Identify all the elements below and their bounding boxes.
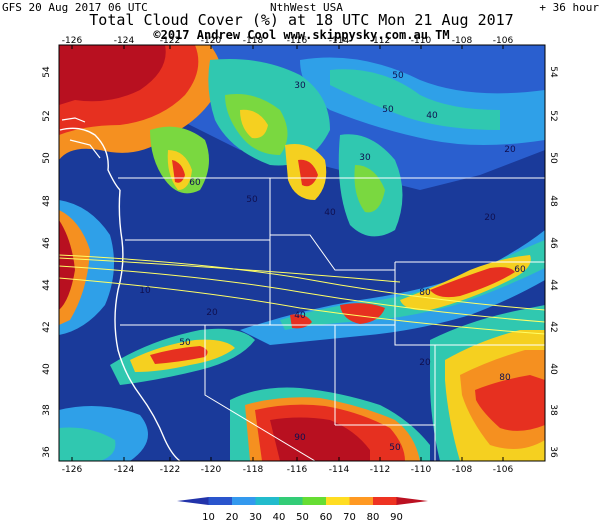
contour-label: 20 — [504, 145, 516, 155]
colorbar-swatch — [232, 497, 256, 505]
lon-tick-label-top: -122 — [160, 36, 180, 46]
lon-tick-label-bottom: -114 — [329, 465, 350, 475]
contour-label: 10 — [139, 286, 151, 296]
lead-time-label: + 36 hour — [539, 1, 599, 14]
colorbar-swatch — [349, 497, 374, 505]
credit-line: ©2017 Andrew Cool www.skippysky.com.au T… — [153, 28, 450, 42]
lat-tick-label-right: 40 — [548, 363, 558, 375]
lat-tick-label-left: 52 — [42, 110, 52, 121]
contour-label: 60 — [514, 265, 526, 275]
lat-tick-label-left: 40 — [42, 363, 52, 375]
chart-title: Total Cloud Cover (%) at 18 UTC Mon 21 A… — [89, 11, 514, 29]
lat-tick-label-right: 52 — [548, 110, 558, 121]
lat-tick-label-left: 48 — [42, 195, 52, 207]
state-borders — [118, 177, 545, 461]
contour-label: 50 — [389, 443, 401, 453]
contour-label: 20 — [206, 308, 218, 318]
lon-tick-label-bottom: -120 — [201, 465, 222, 475]
lon-tick-label-bottom: -108 — [452, 465, 473, 475]
colorbar-swatch — [373, 497, 397, 505]
lat-tick-label-left: 46 — [42, 237, 52, 249]
lat-tick-label-right: 38 — [548, 404, 558, 416]
lon-tick-label-top: -114 — [329, 36, 350, 46]
colorbar-label: 70 — [343, 512, 356, 523]
colorbar-swatch — [177, 497, 209, 505]
lat-tick-label-left: 44 — [42, 279, 52, 291]
lon-tick-label-bottom: -118 — [243, 465, 264, 475]
eclipse-path-lines — [59, 254, 545, 335]
region-label: NthWest USA — [270, 1, 343, 14]
lon-tick-label-top: -116 — [287, 36, 308, 46]
lat-tick-label-left: 38 — [42, 404, 52, 416]
lon-tick-label-bottom: -122 — [160, 465, 180, 475]
color-bar: 10 20 30 40 50 60 70 80 90 — [177, 497, 428, 523]
lat-tick-label-right: 36 — [548, 446, 558, 458]
contour-label: 20 — [419, 358, 431, 368]
contour-label: 50 — [179, 338, 191, 348]
lat-tick-label-right: 50 — [548, 152, 558, 164]
lat-tick-label-left: 42 — [42, 321, 52, 332]
contour-label: 40 — [294, 311, 306, 321]
contour-label: 40 — [426, 111, 438, 121]
lat-tick-label-right: 48 — [548, 195, 558, 207]
contour-label: 30 — [294, 81, 306, 91]
lat-tick-label-right: 42 — [548, 321, 558, 332]
lon-tick-label-bottom: -110 — [411, 465, 432, 475]
lon-tick-label-top: -110 — [411, 36, 432, 46]
contour-label: 50 — [392, 71, 404, 81]
lat-tick-label-right: 54 — [548, 66, 558, 78]
contour-label: 20 — [484, 213, 496, 223]
lat-tick-label-left: 54 — [42, 66, 52, 78]
colorbar-swatch — [255, 497, 280, 505]
model-run-label: GFS 20 Aug 2017 06 UTC — [2, 1, 148, 14]
contour-labels: 50 30 50 40 20 30 60 50 40 20 10 20 40 80 60 50 20 80 90 50 — [139, 71, 526, 453]
lat-tick-label-left: 36 — [42, 446, 52, 458]
contour-label: 80 — [499, 373, 511, 383]
colorbar-swatch — [326, 497, 350, 505]
colorbar-label: 60 — [320, 512, 333, 523]
cloud-field — [59, 45, 545, 461]
lon-tick-label-bottom: -126 — [62, 465, 83, 475]
lon-tick-label-top: -120 — [201, 36, 222, 46]
colorbar-label: 20 — [226, 512, 239, 523]
lon-tick-label-top: -106 — [493, 36, 514, 46]
contour-label: 50 — [246, 195, 258, 205]
contour-label: 90 — [294, 433, 306, 443]
lon-tick-label-bottom: -124 — [114, 465, 135, 475]
lon-tick-label-top: -118 — [243, 36, 264, 46]
colorbar-swatch — [279, 497, 303, 505]
colorbar-swatch — [396, 497, 428, 505]
contour-label: 60 — [189, 178, 201, 188]
contour-label: 80 — [419, 288, 431, 298]
contour-label: 30 — [359, 153, 371, 163]
colorbar-label: 10 — [202, 512, 215, 523]
contour-label: 50 — [382, 105, 394, 115]
lon-tick-label-top: -126 — [62, 36, 83, 46]
lon-tick-label-bottom: -106 — [493, 465, 514, 475]
lon-tick-label-bottom: -112 — [370, 465, 390, 475]
colorbar-label: 90 — [390, 512, 403, 523]
colorbar-swatch — [208, 497, 233, 505]
lon-tick-label-top: -112 — [370, 36, 390, 46]
lat-tick-label-right: 46 — [548, 237, 558, 249]
axis-ticks: -126 -126 -124 -124 -122 -122 -120 -120 -118 -118… — [42, 36, 558, 475]
colorbar-label: 80 — [367, 512, 380, 523]
lat-tick-label-right: 44 — [548, 279, 558, 291]
colorbar-label: 50 — [296, 512, 309, 523]
plot-frame — [58, 44, 546, 462]
contour-label: 40 — [324, 208, 336, 218]
colorbar-swatch — [302, 497, 327, 505]
colorbar-label: 40 — [273, 512, 286, 523]
lon-tick-label-bottom: -116 — [287, 465, 308, 475]
lat-tick-label-left: 50 — [42, 152, 52, 164]
colorbar-label: 30 — [249, 512, 262, 523]
lon-tick-label-top: -124 — [114, 36, 135, 46]
lon-tick-label-top: -108 — [452, 36, 473, 46]
